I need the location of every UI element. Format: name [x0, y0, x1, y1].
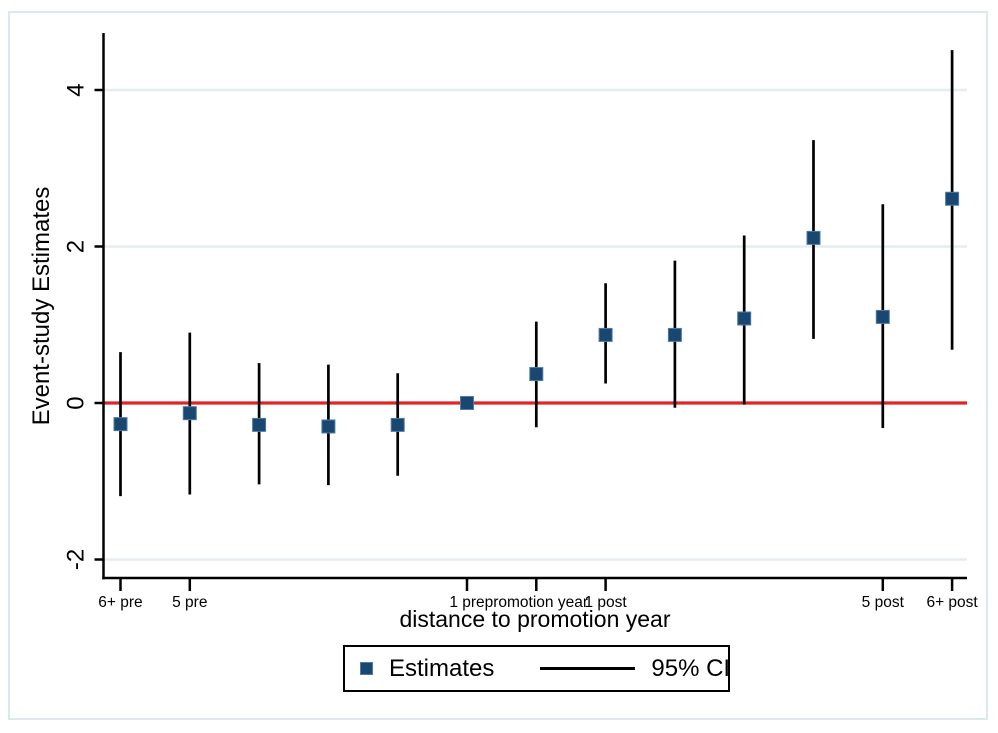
- estimates-marker-icon: [360, 662, 373, 675]
- estimate-marker: [598, 327, 613, 342]
- x-tick-label: 6+ post: [926, 594, 978, 611]
- y-tick-label: 2: [63, 240, 90, 253]
- estimate-marker: [182, 406, 197, 421]
- ci-line-icon: [540, 667, 636, 670]
- x-tick-label: 5 post: [862, 594, 905, 611]
- legend-estimates-label: Estimates: [389, 654, 495, 682]
- estimate-marker: [737, 311, 752, 326]
- y-tick-label: 4: [63, 83, 90, 96]
- estimate-marker: [390, 417, 405, 432]
- legend-ci-label: 95% CI: [651, 654, 731, 682]
- x-tick-label: 1 post: [584, 594, 627, 611]
- estimate-marker: [806, 230, 821, 245]
- x-tick-label: 5 pre: [172, 594, 207, 611]
- estimate-marker: [945, 191, 960, 206]
- y-tick-label: 0: [63, 396, 90, 409]
- estimate-marker: [113, 417, 128, 432]
- y-axis-title: Event-study Estimates: [28, 186, 55, 426]
- x-axis-title: distance to promotion year: [399, 606, 671, 632]
- estimate-marker: [321, 419, 336, 434]
- legend: Estimates 95% CI: [343, 645, 730, 692]
- graph-frame: [8, 11, 988, 720]
- estimate-marker: [875, 309, 890, 324]
- estimate-marker: [252, 417, 267, 432]
- estimate-marker: [667, 327, 682, 342]
- y-tick-label: -2: [63, 549, 90, 570]
- estimate-marker: [460, 396, 474, 410]
- x-tick-label: promotion year: [485, 594, 588, 611]
- estimate-marker: [529, 367, 544, 382]
- x-tick-label: 1 pre: [449, 594, 484, 611]
- x-tick-label: 6+ pre: [98, 594, 142, 611]
